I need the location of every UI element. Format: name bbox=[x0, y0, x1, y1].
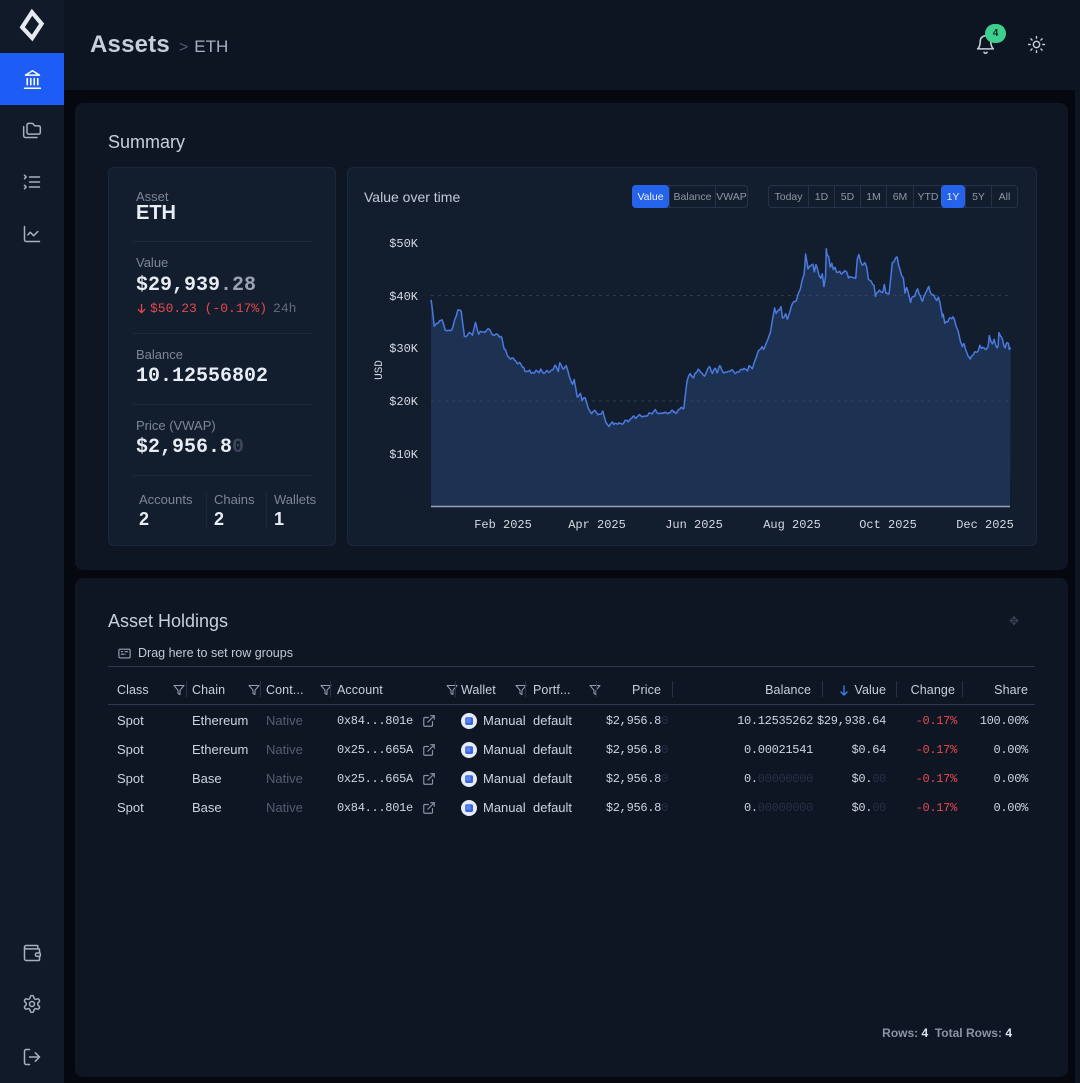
svg-text:$10K: $10K bbox=[389, 448, 419, 462]
svg-text:Oct 2025: Oct 2025 bbox=[859, 518, 917, 532]
svg-text:USD: USD bbox=[374, 360, 386, 380]
svg-text:Feb 2025: Feb 2025 bbox=[474, 518, 532, 532]
svg-text:$40K: $40K bbox=[389, 290, 419, 304]
svg-text:$30K: $30K bbox=[389, 342, 419, 356]
svg-text:Aug 2025: Aug 2025 bbox=[763, 518, 821, 532]
svg-text:$20K: $20K bbox=[389, 395, 419, 409]
svg-text:Jun 2025: Jun 2025 bbox=[665, 518, 723, 532]
svg-text:Dec 2025: Dec 2025 bbox=[956, 518, 1014, 532]
svg-text:$50K: $50K bbox=[389, 237, 419, 251]
svg-text:Apr 2025: Apr 2025 bbox=[568, 518, 626, 532]
